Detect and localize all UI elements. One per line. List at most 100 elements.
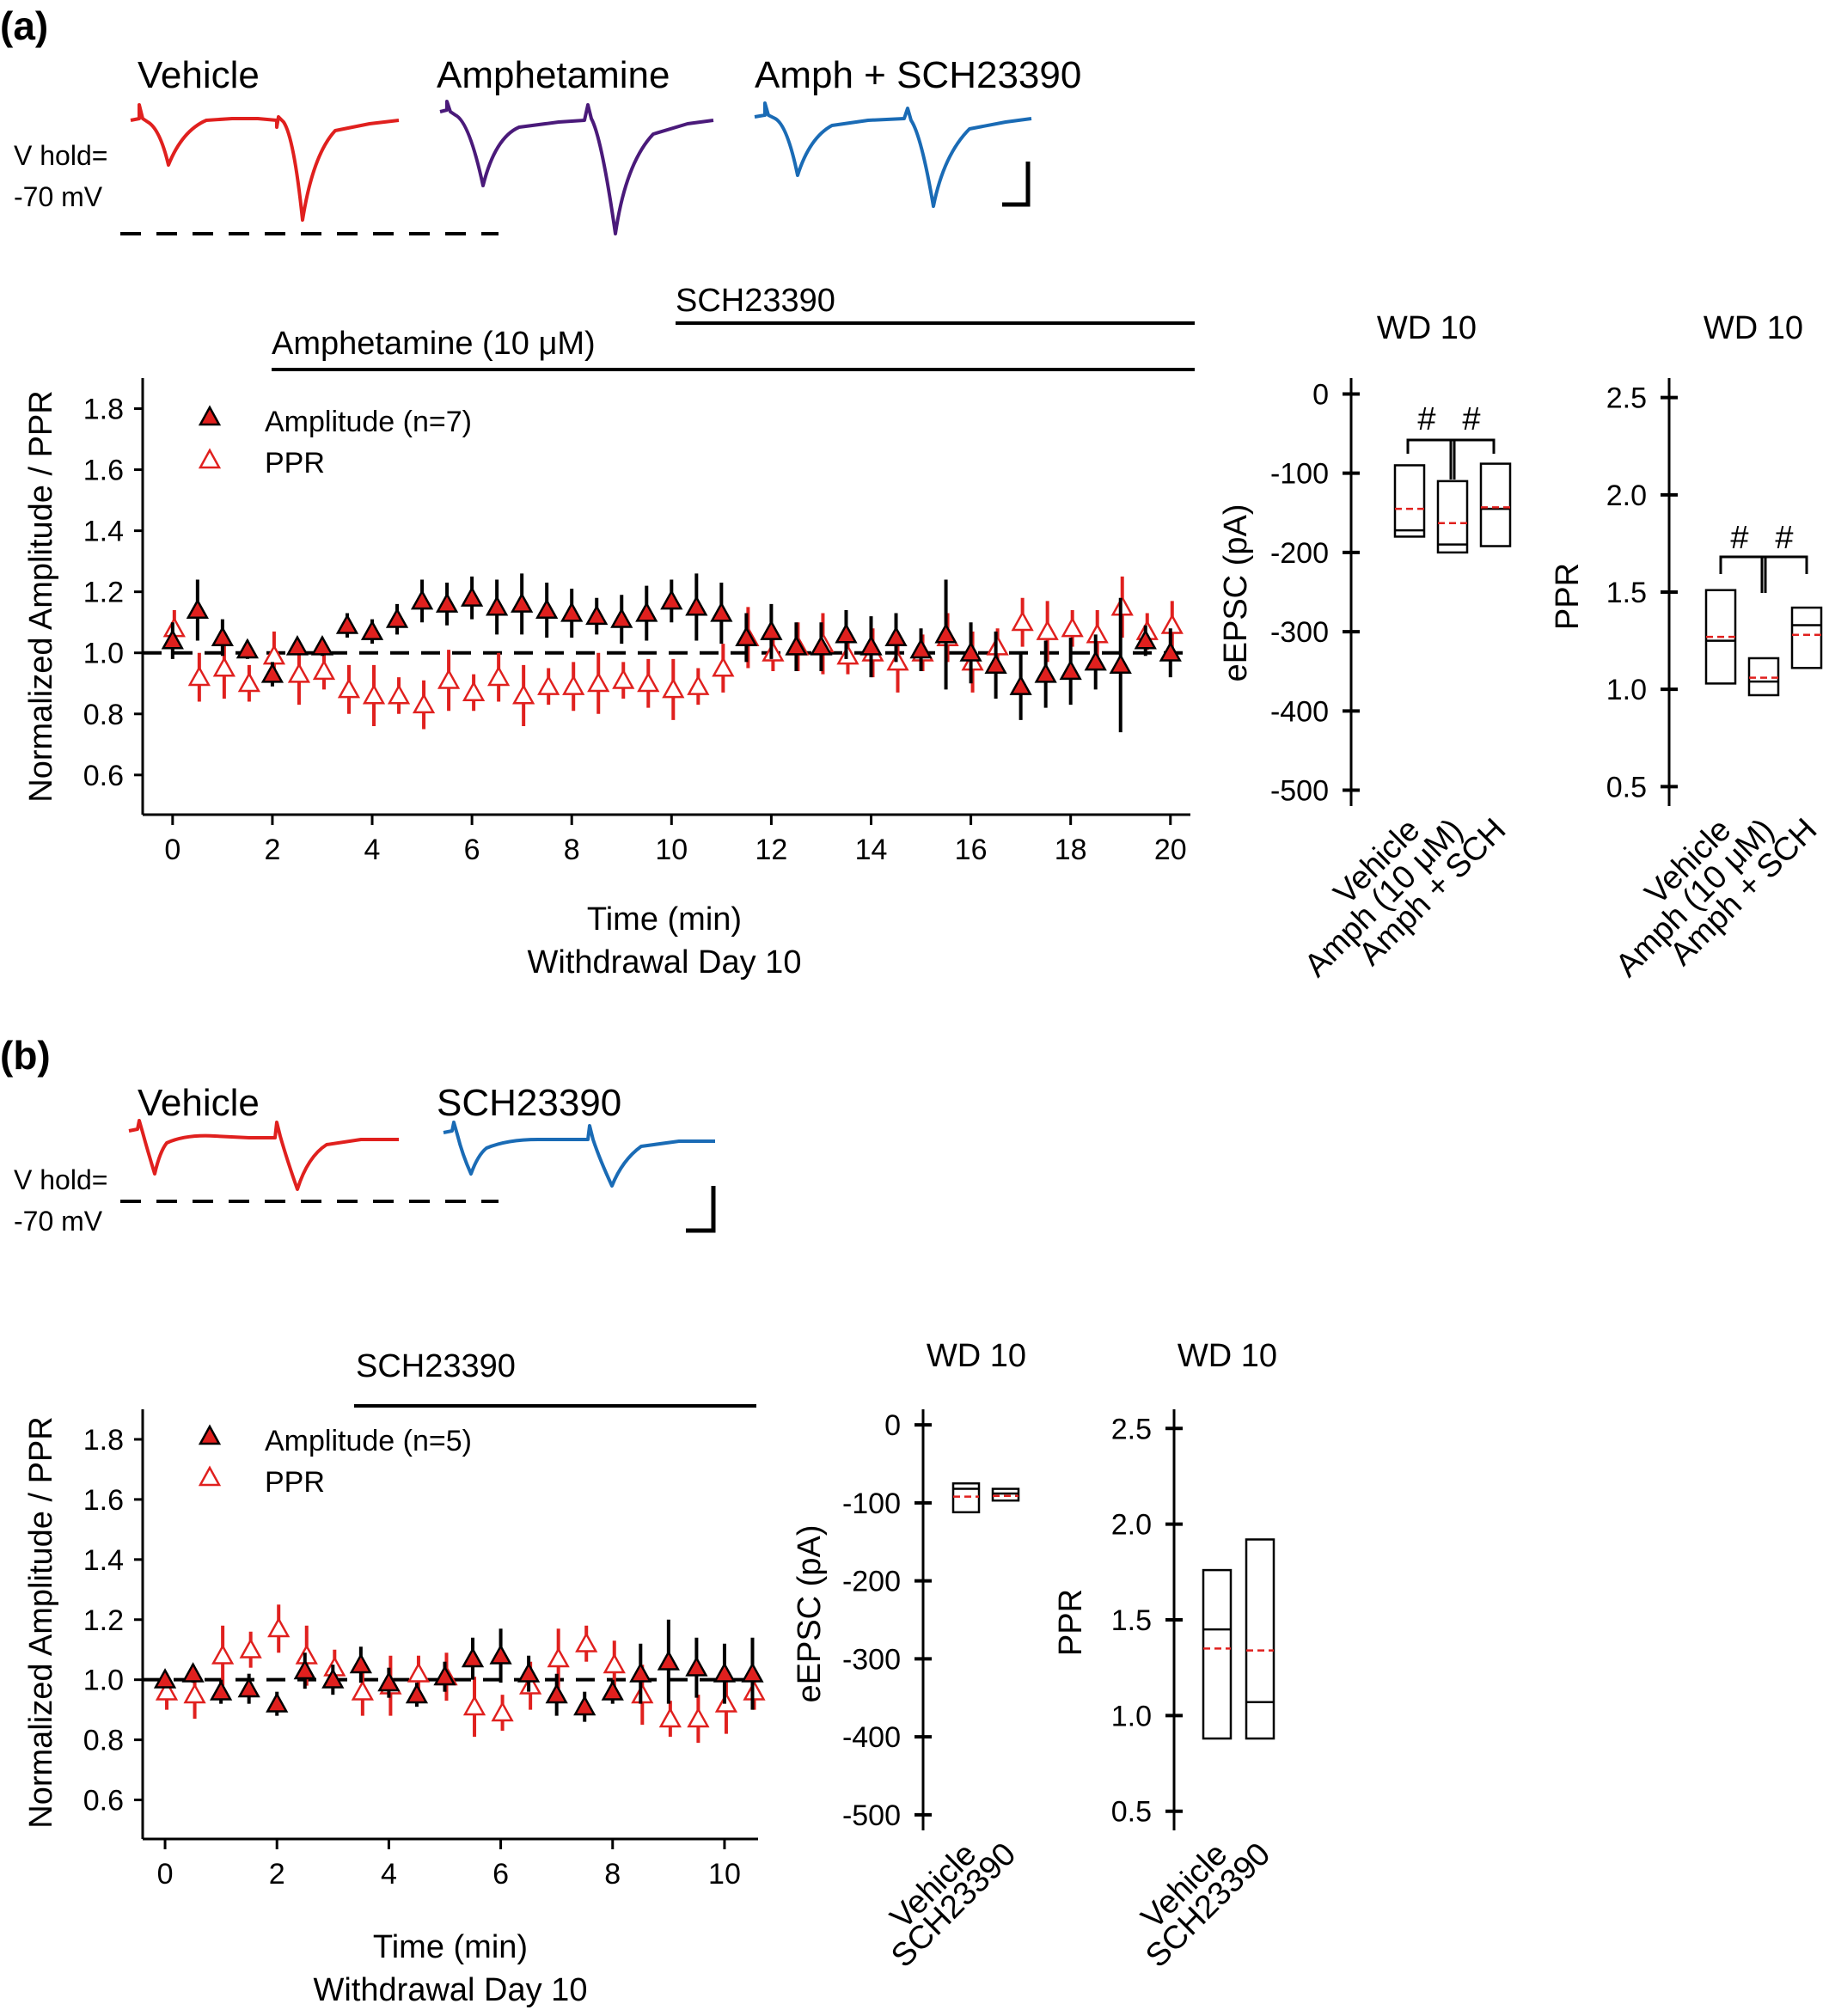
y-tick-label-ppr-b: 0.5	[1111, 1796, 1152, 1829]
amplitude-point-b	[293, 1659, 316, 1680]
y-tick-label-b: 1.6	[83, 1484, 124, 1517]
amplitude-point-a	[884, 626, 908, 647]
ppr-point-b	[351, 1680, 374, 1701]
ppr-point-b	[658, 1707, 682, 1728]
x-tick-label-a: 20	[1154, 834, 1187, 866]
amplitude-point-a	[511, 592, 534, 613]
amplitude-point-a	[260, 663, 284, 683]
amplitude-point-a	[1059, 659, 1082, 681]
ppr-point-b	[491, 1701, 514, 1722]
vhold-value-b: -70 mV	[14, 1206, 103, 1237]
y-tick-label-a: 1.6	[83, 455, 124, 487]
box-ppr-a	[1790, 606, 1823, 669]
scale-bar-b	[686, 1186, 716, 1233]
amplitude-point-b	[349, 1653, 372, 1674]
sig-mark-1-ppr-a: #	[1730, 520, 1748, 556]
y-tick-label-a: 1.8	[83, 394, 124, 426]
box-title-eepsc-a: WD 10	[1377, 310, 1477, 346]
x-tick-label-b: 8	[604, 1858, 621, 1891]
y-tick-label-ppr-b: 2.5	[1111, 1413, 1152, 1445]
y-tick-label-b: 1.8	[83, 1424, 124, 1457]
amplitude-point-b	[266, 1692, 289, 1713]
y-tick-label-eepsc-a: -400	[1270, 695, 1329, 728]
box-title-ppr-a: WD 10	[1704, 310, 1803, 346]
ppr-point-b	[407, 1662, 431, 1683]
legend-marker-amplitude-b	[198, 1424, 222, 1445]
amplitude-point-a	[685, 595, 708, 616]
footnote-a: Withdrawal Day 10	[528, 944, 802, 981]
amplitude-point-a	[610, 608, 633, 628]
ppr-point-a	[362, 683, 386, 705]
ppr-point-a	[662, 677, 685, 699]
ppr-point-a	[1061, 616, 1084, 638]
box-ppr-b	[1245, 1538, 1275, 1740]
legend-label-ppr-a: PPR	[265, 447, 325, 480]
amplitude-point-a	[585, 604, 609, 626]
y-tick-label-eepsc-b: -100	[842, 1488, 901, 1520]
box-eepsc-a	[1479, 462, 1512, 547]
y-tick-label-ppr-b: 1.0	[1111, 1700, 1152, 1732]
amplitude-point-a	[710, 601, 733, 622]
ppr-point-a	[212, 656, 236, 677]
trace-sch-a	[754, 101, 1032, 208]
x-axis-title-b: Time (min)	[373, 1929, 528, 1965]
amplitude-point-b	[545, 1683, 568, 1704]
amplitude-point-a	[835, 622, 858, 644]
amplitude-point-a	[735, 626, 758, 647]
x-tick-label-a: 8	[564, 834, 580, 866]
y-tick-label-eepsc-a: -500	[1270, 775, 1329, 808]
amplitude-point-a	[535, 598, 559, 620]
scale-bar-a	[1002, 162, 1031, 207]
ppr-point-a	[262, 644, 286, 665]
amplitude-point-a	[810, 635, 833, 656]
legend-marker-amplitude-a	[198, 405, 222, 426]
legend-label-ppr-b: PPR	[265, 1466, 325, 1499]
amplitude-point-a	[161, 628, 184, 650]
ppr-point-a	[437, 669, 461, 689]
amplitude-point-b	[713, 1662, 737, 1683]
amplitude-point-b	[461, 1646, 485, 1668]
box-eepsc-a	[1436, 480, 1469, 554]
amplitude-point-b	[685, 1656, 708, 1677]
y-axis-title-eepsc-b: eEPSC (pA)	[792, 1525, 828, 1703]
amplitude-point-b	[573, 1695, 596, 1716]
y-tick-label-b: 0.8	[83, 1725, 124, 1757]
amplitude-point-a	[560, 601, 584, 622]
drug-label-sch-a: SCH23390	[676, 283, 835, 319]
amplitude-point-b	[741, 1662, 764, 1683]
legend-marker-ppr-a	[198, 448, 222, 469]
trace-vehicle-b	[128, 1119, 399, 1191]
legend-marker-ppr-b	[198, 1465, 222, 1487]
amplitude-point-a	[760, 620, 783, 640]
ppr-point-a	[562, 675, 585, 695]
amplitude-point-a	[1159, 641, 1182, 662]
y-tick-label-a: 0.6	[83, 760, 124, 792]
ppr-point-b	[462, 1695, 486, 1716]
amplitude-point-a	[1084, 650, 1107, 671]
ppr-point-a	[487, 665, 511, 687]
amplitude-point-b	[601, 1680, 624, 1701]
x-tick-label-a: 0	[164, 834, 180, 866]
trace-amphetamine-a	[439, 100, 714, 235]
trace-sch-b	[443, 1121, 715, 1188]
ppr-point-b	[687, 1707, 710, 1728]
y-tick-label-a: 1.0	[83, 638, 124, 670]
x-tick-label-a: 12	[755, 834, 787, 866]
ppr-point-b	[239, 1638, 262, 1659]
ppr-point-a	[537, 675, 560, 695]
ppr-point-a	[412, 693, 436, 714]
y-tick-label-eepsc-a: -200	[1270, 537, 1329, 570]
x-tick-label-b: 4	[381, 1858, 397, 1891]
x-tick-label-a: 4	[364, 834, 381, 866]
x-tick-label-b: 2	[269, 1858, 285, 1891]
amplitude-point-a	[1034, 663, 1057, 683]
y-axis-title-a: Normalized Amplitude / PPR	[23, 390, 59, 802]
ppr-point-a	[287, 663, 311, 683]
timecourse-plot-b: 0.6 0.8 1.0 1.2 1.4 1.6 1.8 0 2 4 6 8 10 Normalized …	[23, 1409, 766, 2008]
box-eepsc-b	[951, 1481, 981, 1514]
amplitude-point-a	[410, 589, 434, 610]
y-tick-label-b: 0.6	[83, 1785, 124, 1817]
amplitude-point-a	[285, 635, 309, 656]
amplitude-point-b	[210, 1680, 233, 1701]
